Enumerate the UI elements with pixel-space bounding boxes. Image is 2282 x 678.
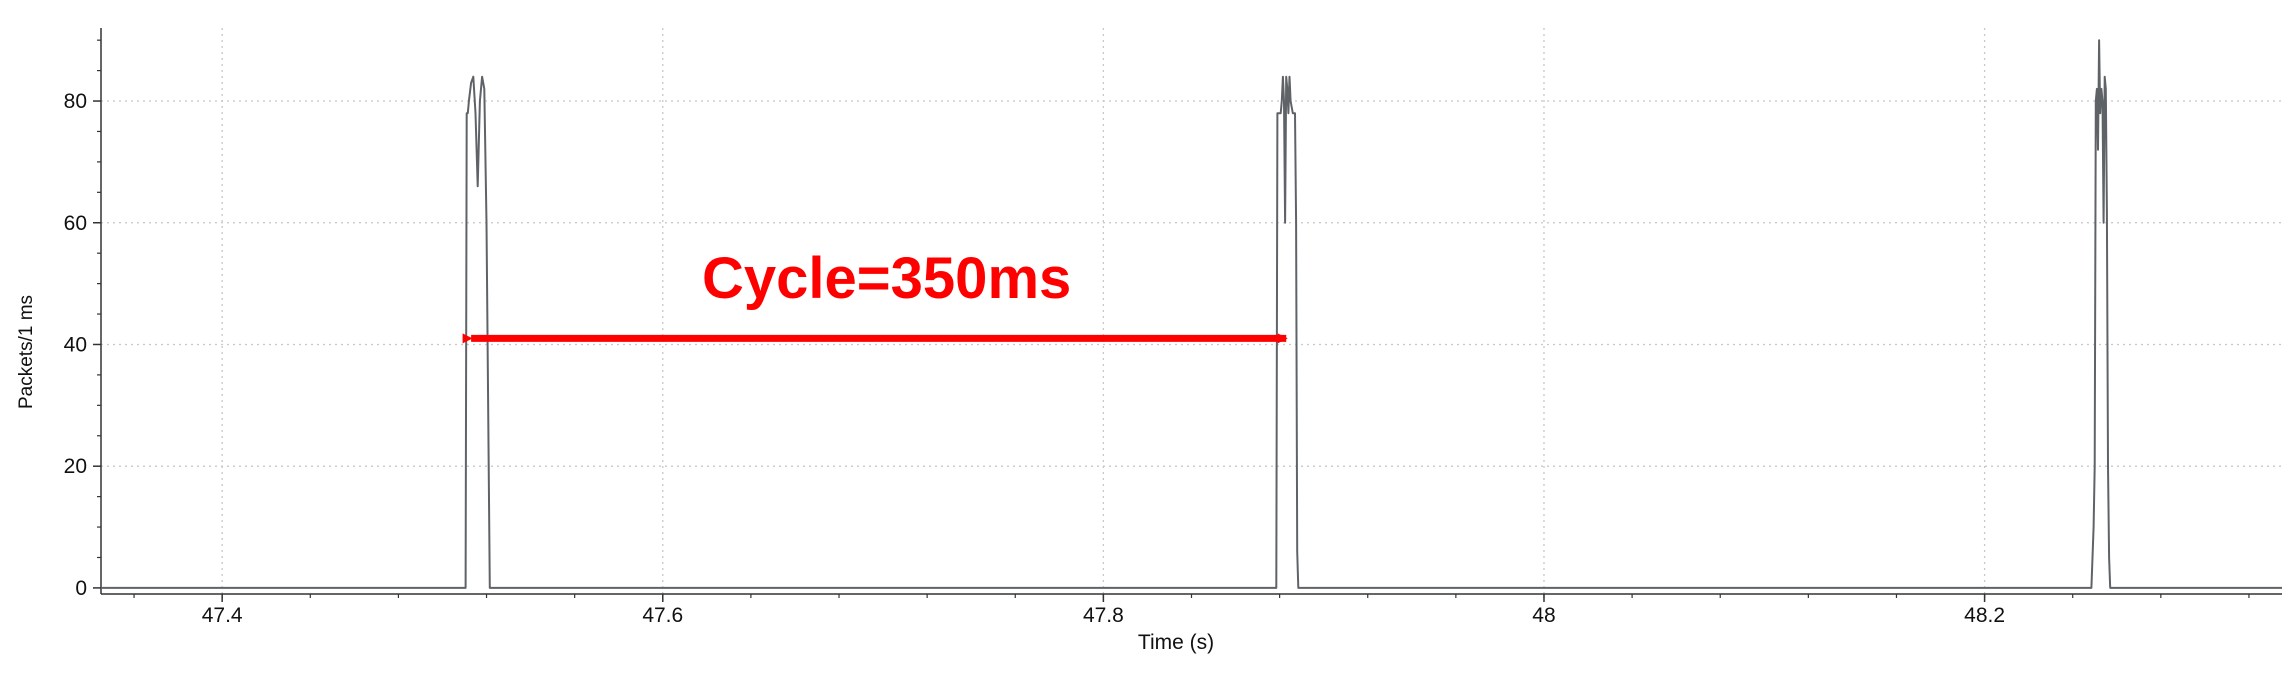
x-tick-label: 47.4 xyxy=(202,604,243,627)
x-tick-label: 47.8 xyxy=(1083,604,1124,627)
y-tick-label: 60 xyxy=(64,212,87,235)
y-tick-label: 0 xyxy=(75,577,87,600)
y-tick-label: 40 xyxy=(64,333,87,356)
x-axis-label: Time (s) xyxy=(1138,631,1214,654)
y-tick-label: 20 xyxy=(64,455,87,478)
packet-rate-line xyxy=(101,39,2282,589)
y-axis-label: Packets/1 ms xyxy=(16,295,37,409)
x-tick-label: 48 xyxy=(1532,604,1555,627)
x-tick-label: 48.2 xyxy=(1964,604,2005,627)
series-layer xyxy=(101,39,2282,589)
x-tick-label: 47.6 xyxy=(642,604,683,627)
axes: 47.4 47.6 47.8 48 48.2 0 20 40 60 80 xyxy=(64,28,2282,627)
cycle-annotation-label: Cycle=350ms xyxy=(702,246,1071,311)
annotations: Cycle=350ms xyxy=(462,246,1288,344)
grid xyxy=(101,28,2282,594)
y-tick-label: 80 xyxy=(64,90,87,113)
